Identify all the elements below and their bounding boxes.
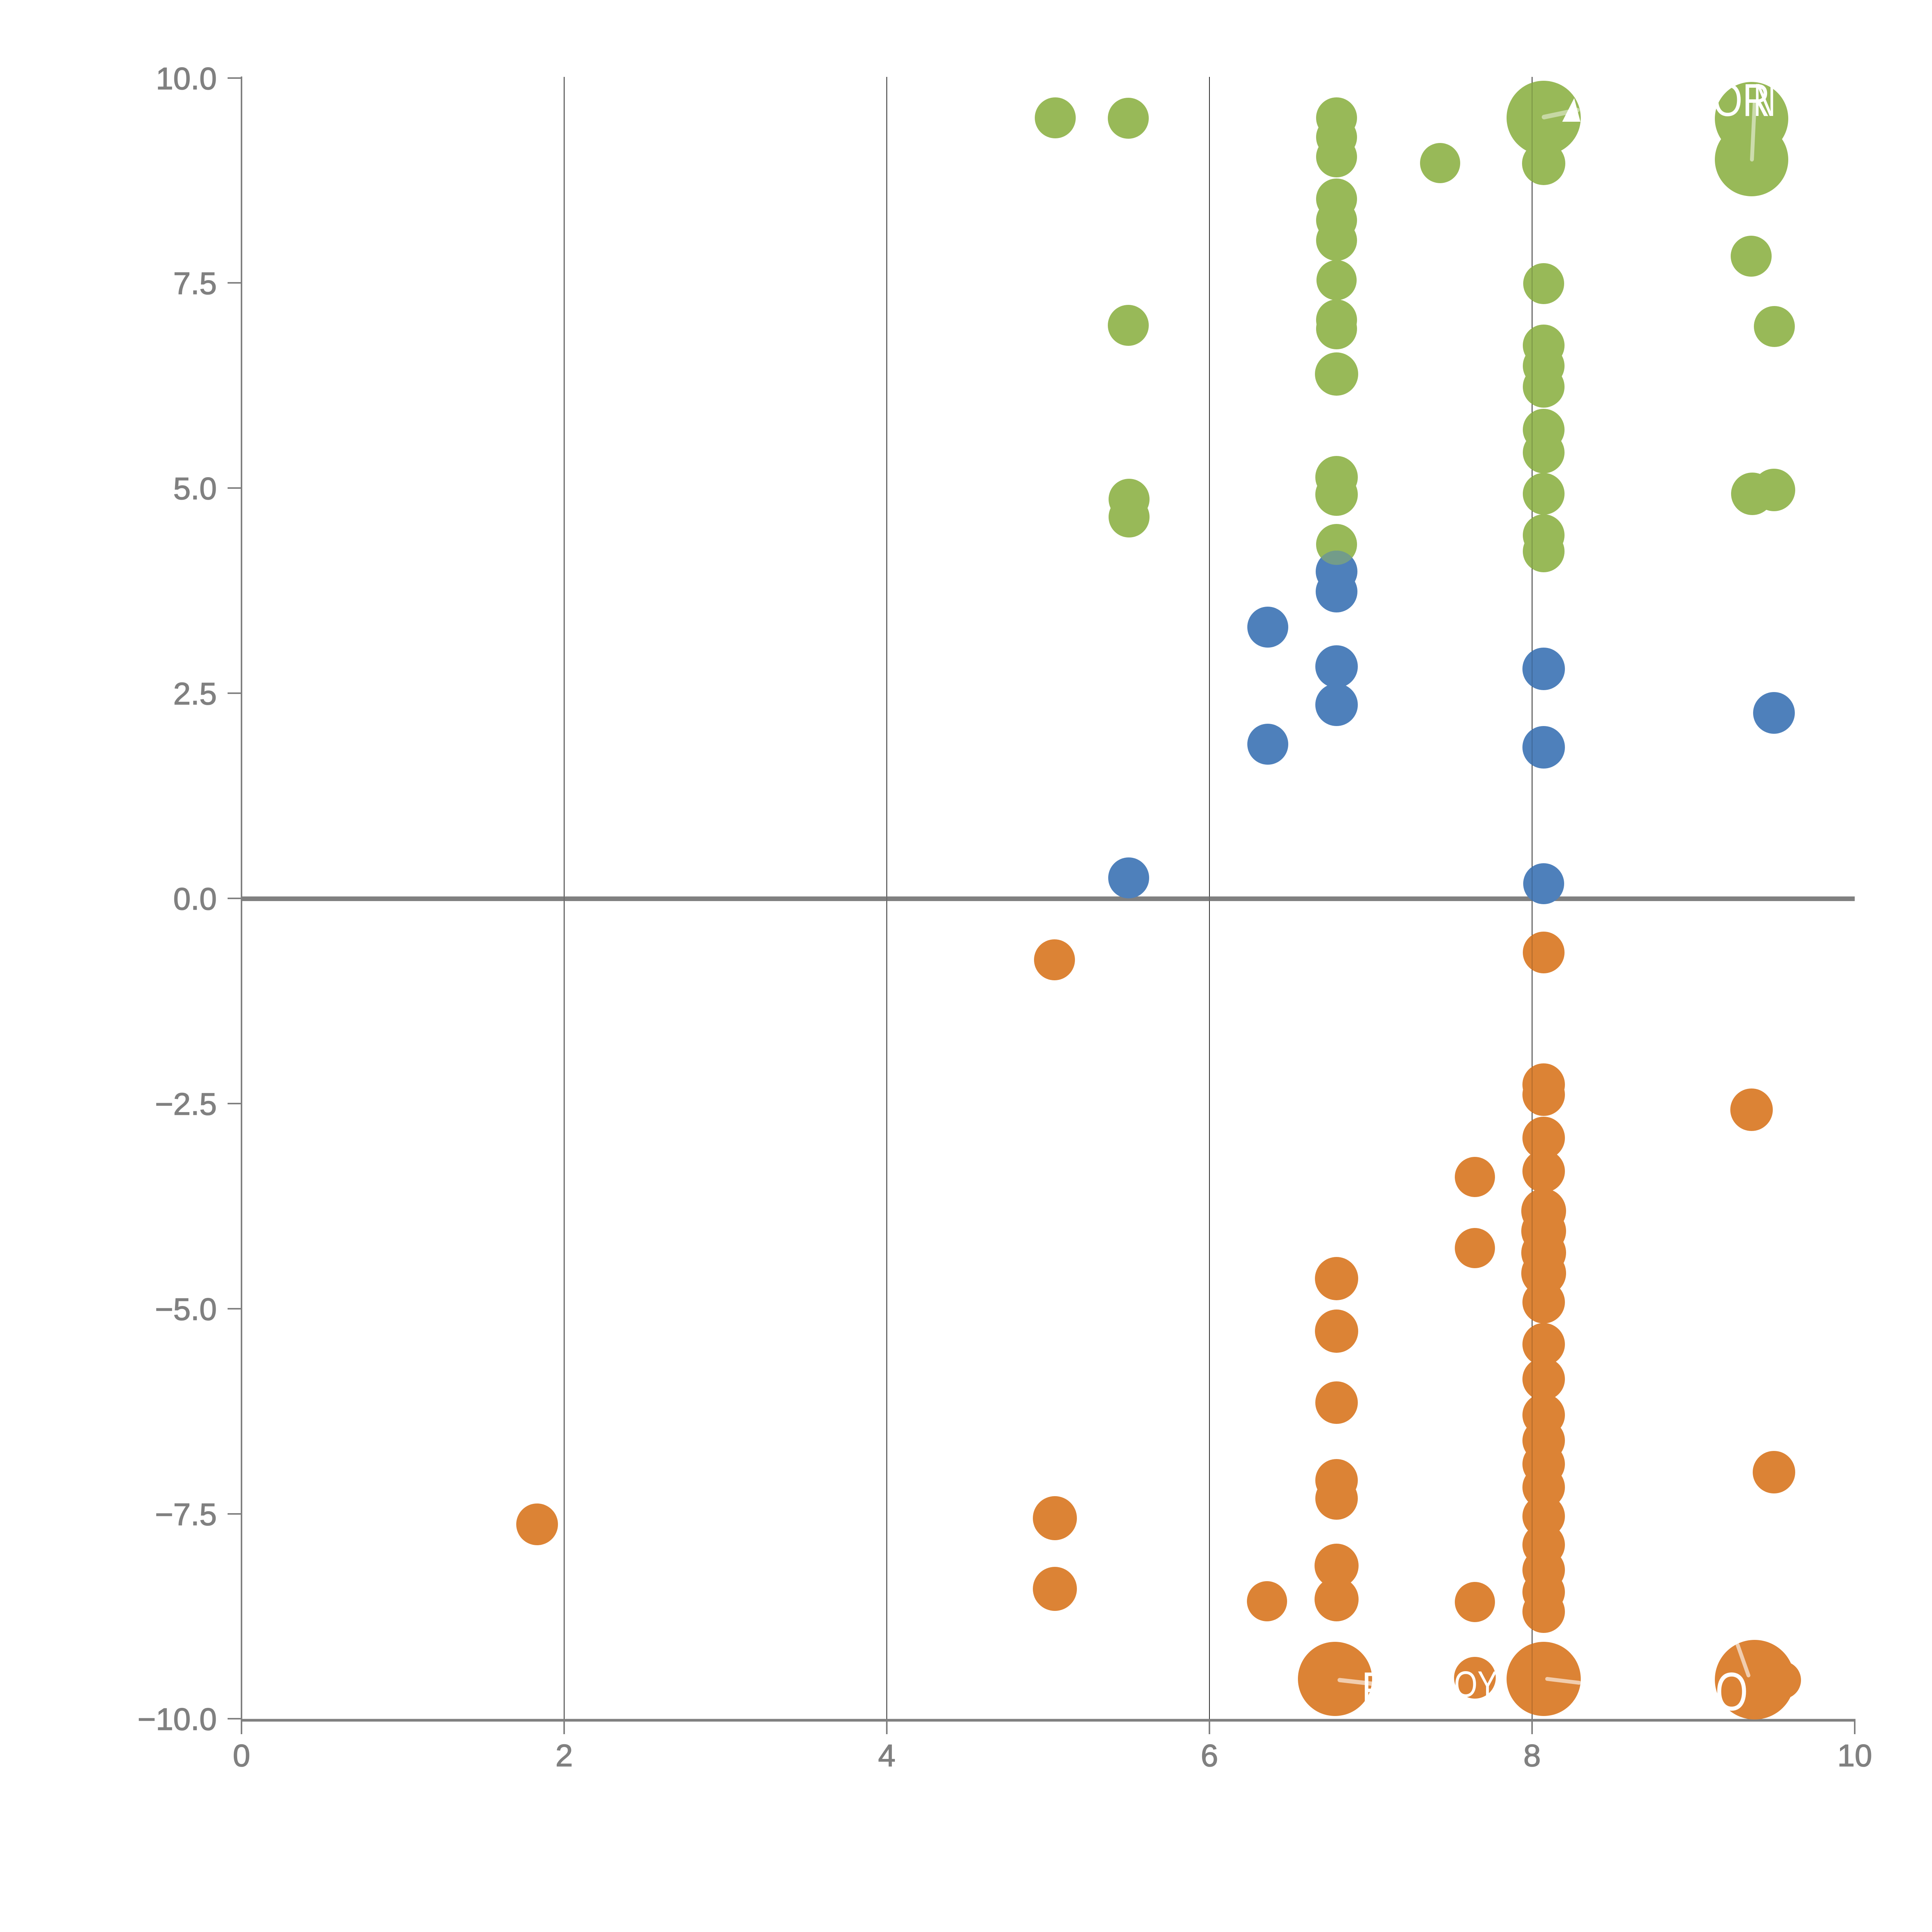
svg-text:−10.0: −10.0 (138, 1702, 217, 1737)
svg-text:4: 4 (878, 1738, 895, 1773)
svg-text:OR: OR (1713, 75, 1770, 126)
svg-text:10: 10 (1837, 1738, 1872, 1773)
svg-text:P: P (1362, 1663, 1387, 1714)
svg-text:−2.5: −2.5 (155, 1087, 217, 1122)
svg-text:2.5: 2.5 (173, 677, 217, 711)
svg-text:−5.0: −5.0 (155, 1292, 217, 1327)
svg-text:0.0: 0.0 (173, 882, 217, 917)
svg-text:N: N (1753, 74, 1776, 126)
svg-text:7.5: 7.5 (173, 266, 217, 301)
svg-text:10.0: 10.0 (156, 61, 217, 96)
svg-text:OY: OY (1454, 1664, 1498, 1705)
svg-text:6: 6 (1201, 1738, 1218, 1773)
svg-text:8: 8 (1523, 1738, 1541, 1773)
svg-text:0: 0 (233, 1738, 250, 1773)
svg-text:O: O (1715, 1661, 1748, 1722)
svg-text:2: 2 (555, 1738, 573, 1773)
svg-text:5.0: 5.0 (173, 471, 217, 506)
svg-text:−7.5: −7.5 (155, 1497, 217, 1532)
